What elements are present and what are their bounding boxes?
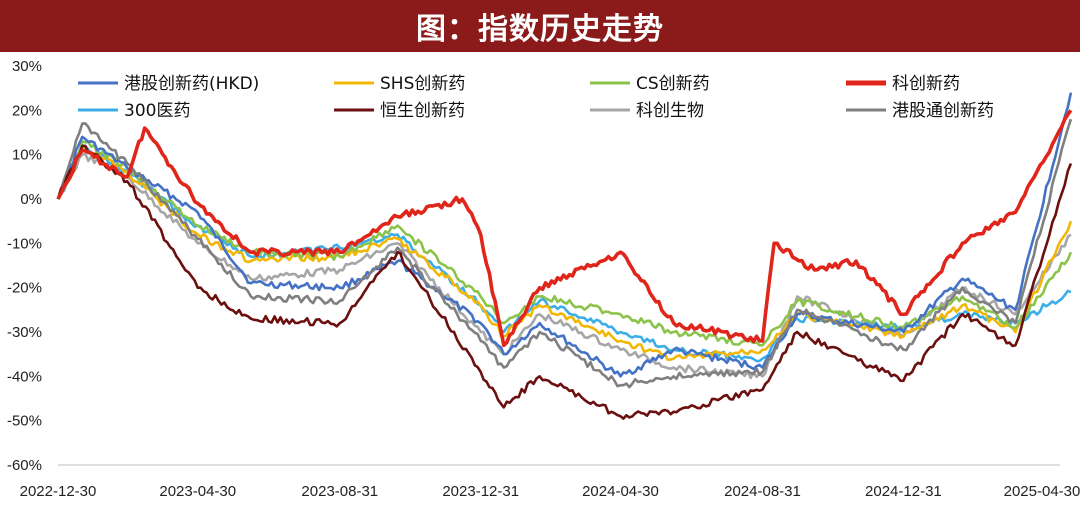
y-tick-label: -60% — [7, 457, 42, 474]
legend-label: 港股创新药(HKD) — [124, 74, 259, 94]
y-tick-label: 0% — [20, 191, 42, 208]
legend-label: 恒生创新药 — [380, 101, 465, 121]
y-tick-label: -10% — [7, 235, 42, 252]
x-tick-label: 2023-12-31 — [442, 483, 519, 500]
legend-label: 科创新药 — [892, 74, 960, 94]
legend-label: CS创新药 — [636, 74, 710, 94]
series-line — [56, 109, 1073, 348]
series-line — [56, 144, 1073, 420]
legend: 港股创新药(HKD) SHS创新药 CS创新药 科创新药 300医药 恒生创新药 科创生物 港… — [78, 74, 994, 121]
x-tick-label: 2023-08-31 — [301, 483, 378, 500]
series-line — [56, 118, 1073, 389]
legend-label: 科创生物 — [636, 101, 704, 121]
x-tick-label: 2023-04-30 — [159, 483, 236, 500]
series-line — [56, 92, 1073, 378]
x-tick-label: 2022-12-30 — [20, 483, 97, 500]
series-lines — [56, 92, 1073, 420]
y-tick-label: 20% — [12, 102, 42, 119]
y-tick-label: -20% — [7, 280, 42, 297]
legend-label: 港股通创新药 — [892, 101, 994, 121]
title-banner: 图：指数历史走势 — [0, 0, 1080, 52]
y-tick-label: -50% — [7, 413, 42, 430]
y-axis: 30% 20% 10% 0% -10% -20% -30% -40% -50% -60% — [7, 58, 42, 474]
legend-label: SHS创新药 — [380, 74, 465, 94]
x-tick-label: 2024-04-30 — [582, 483, 659, 500]
series-line — [56, 140, 1073, 347]
x-axis: 2022-12-30 2023-04-30 2023-08-31 2023-12-31… — [20, 464, 1080, 500]
series-line — [56, 152, 1072, 380]
series-line — [56, 144, 1073, 361]
x-tick-label: 2024-12-31 — [865, 483, 942, 500]
x-tick-label: 2024-08-31 — [724, 483, 801, 500]
y-tick-label: 30% — [12, 58, 42, 75]
legend-label: 300医药 — [124, 101, 190, 121]
y-tick-label: 10% — [12, 147, 42, 164]
chart-title: 图：指数历史走势 — [416, 12, 664, 47]
y-tick-label: -30% — [7, 324, 42, 341]
x-tick-label: 2025-04-30 — [1004, 483, 1080, 500]
y-tick-label: -40% — [7, 368, 42, 385]
